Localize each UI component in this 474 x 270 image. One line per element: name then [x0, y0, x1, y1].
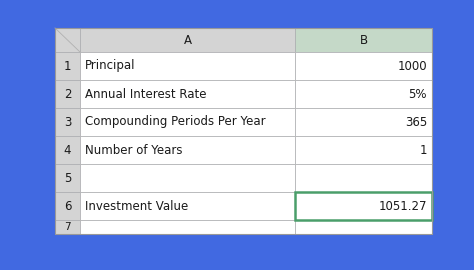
Bar	[295, 164, 432, 192]
Bar	[295, 52, 432, 80]
Text: Investment Value: Investment Value	[85, 200, 188, 212]
Bar	[55, 192, 80, 220]
Bar	[80, 136, 295, 164]
Text: B: B	[359, 33, 367, 46]
Bar	[295, 28, 432, 52]
Text: Number of Years: Number of Years	[85, 143, 182, 157]
Bar	[55, 164, 80, 192]
Text: 1051.27: 1051.27	[379, 200, 427, 212]
Bar	[55, 80, 80, 108]
Bar	[80, 108, 295, 136]
Bar	[80, 220, 295, 234]
Bar	[295, 220, 432, 234]
Bar	[55, 136, 80, 164]
Bar	[55, 220, 80, 234]
Text: A: A	[183, 33, 191, 46]
Bar	[295, 192, 432, 220]
Bar	[80, 164, 295, 192]
Text: Principal: Principal	[85, 59, 136, 73]
Text: 5: 5	[64, 171, 71, 184]
Text: 2: 2	[64, 87, 71, 100]
Text: 1: 1	[64, 59, 71, 73]
Bar	[80, 28, 295, 52]
Text: 4: 4	[64, 143, 71, 157]
Text: Annual Interest Rate: Annual Interest Rate	[85, 87, 207, 100]
Bar	[55, 52, 80, 80]
Bar	[55, 108, 80, 136]
Bar	[295, 80, 432, 108]
Text: 7: 7	[64, 222, 71, 232]
Text: 1: 1	[419, 143, 427, 157]
Text: 3: 3	[64, 116, 71, 129]
Bar	[55, 28, 80, 52]
Text: Compounding Periods Per Year: Compounding Periods Per Year	[85, 116, 265, 129]
Bar	[80, 80, 295, 108]
Bar	[295, 108, 432, 136]
Text: 5%: 5%	[409, 87, 427, 100]
Bar	[295, 136, 432, 164]
Bar	[80, 192, 295, 220]
Text: 6: 6	[64, 200, 71, 212]
Bar	[80, 52, 295, 80]
Bar	[55, 28, 432, 234]
Text: 1000: 1000	[397, 59, 427, 73]
Text: 365: 365	[405, 116, 427, 129]
